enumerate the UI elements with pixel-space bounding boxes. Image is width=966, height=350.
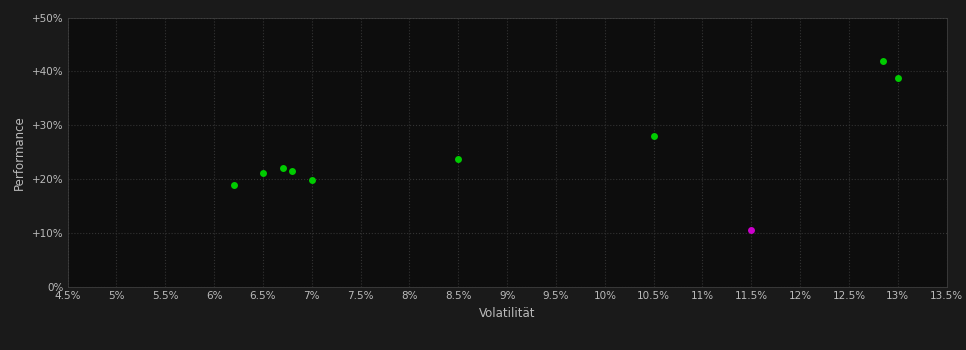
Y-axis label: Performance: Performance	[14, 115, 26, 190]
Point	[744, 228, 759, 233]
Point	[646, 133, 662, 139]
Point	[304, 177, 320, 183]
Point	[285, 168, 300, 174]
Point	[274, 166, 290, 171]
Point	[890, 75, 905, 80]
Point	[875, 58, 891, 63]
Point	[255, 170, 270, 176]
Point	[450, 156, 466, 161]
X-axis label: Volatilität: Volatilität	[479, 307, 535, 320]
Point	[226, 182, 242, 187]
